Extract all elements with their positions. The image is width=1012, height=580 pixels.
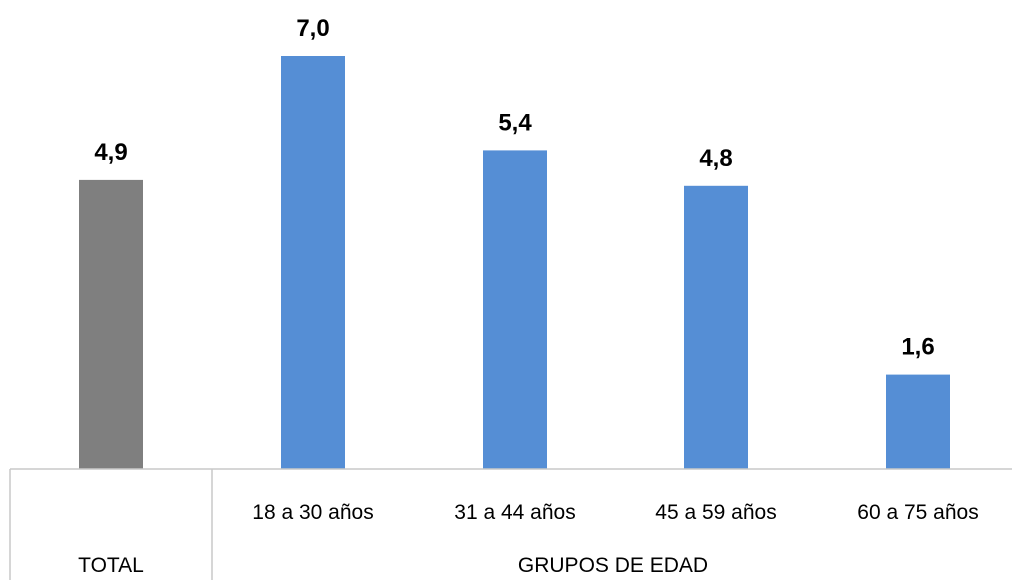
- value-label-3: 4,8: [699, 145, 732, 172]
- value-labels-layer: 4,9 7,0 5,4 4,8 1,6: [94, 15, 934, 361]
- value-label-4: 1,6: [901, 334, 934, 361]
- category-label-4: 60 a 75 años: [857, 501, 978, 524]
- bar-0: [79, 179, 143, 469]
- category-label-2: 31 a 44 años: [454, 501, 575, 524]
- bar-2: [483, 150, 547, 469]
- groups-category-label: GRUPOS DE EDAD: [518, 554, 708, 577]
- total-category-label: TOTAL: [78, 554, 144, 577]
- value-label-0: 4,9: [94, 139, 127, 166]
- category-label-3: 45 a 59 años: [655, 501, 776, 524]
- bar-3: [684, 185, 748, 470]
- category-label-1: 18 a 30 años: [252, 501, 373, 524]
- value-label-2: 5,4: [498, 109, 532, 136]
- bar-4: [886, 374, 950, 469]
- group-labels-layer: 18 a 30 años 31 a 44 años 45 a 59 años 60 a…: [252, 501, 978, 524]
- bar-1: [281, 56, 345, 469]
- bars-layer: [79, 56, 950, 470]
- value-label-1: 7,0: [296, 15, 329, 42]
